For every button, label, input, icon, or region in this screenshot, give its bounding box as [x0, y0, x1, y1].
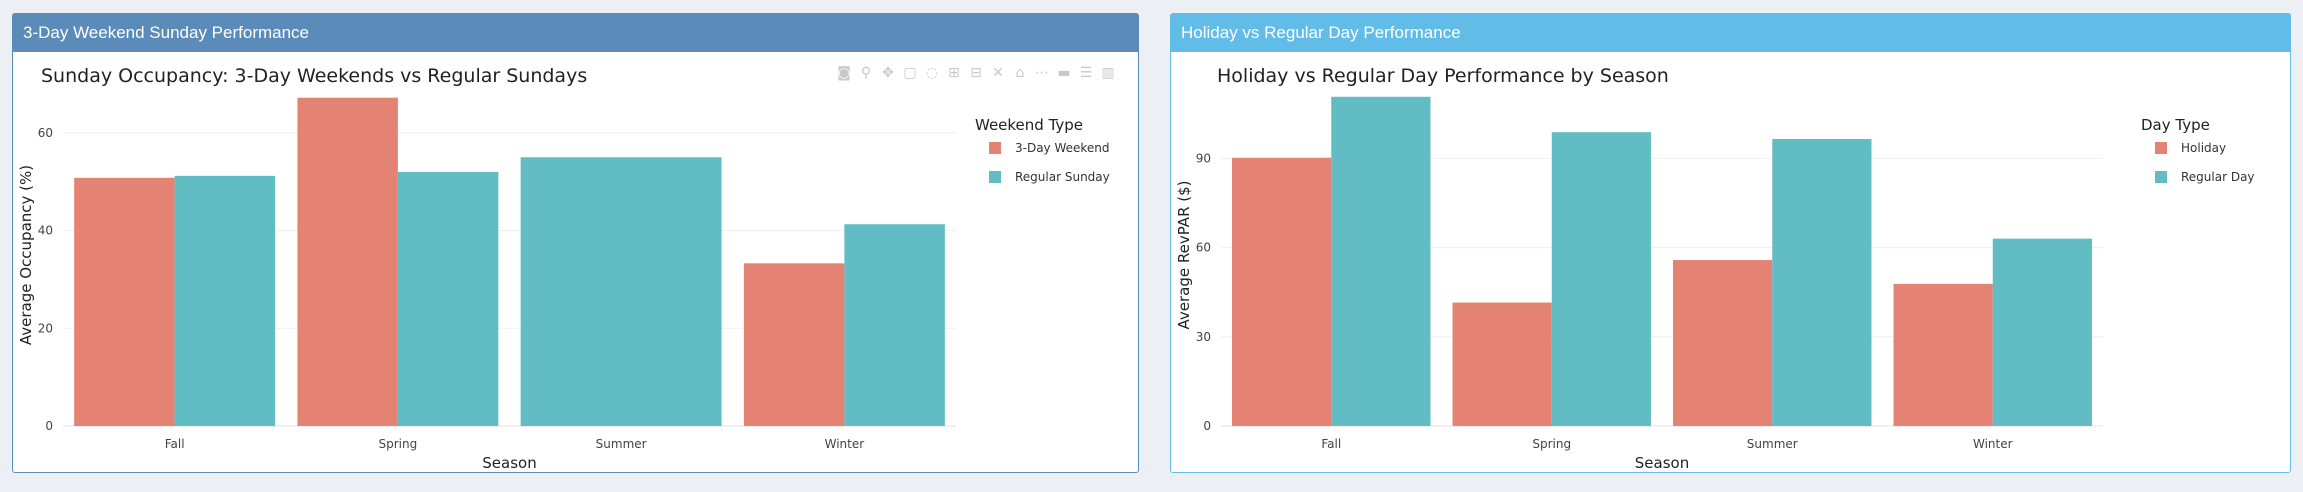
- occupancy-bar-chart: Sunday Occupancy: 3-Day Weekends vs Regu…: [17, 65, 1110, 472]
- legend-item: 3-Day Weekend: [1015, 141, 1110, 155]
- legend-swatch: [989, 142, 1001, 154]
- revpar-bar-chart: Holiday vs Regular Day Performance by Se…: [1175, 65, 2255, 472]
- bar-3-day-weekend-winter: [743, 263, 845, 426]
- bar-holiday-winter: [1893, 283, 1993, 426]
- spike-lines-icon[interactable]: ⋯: [1035, 65, 1049, 81]
- legend-title: Day Type: [2141, 116, 2210, 134]
- bar-3-day-weekend-fall: [74, 177, 175, 426]
- autoscale-icon[interactable]: ✕: [992, 65, 1004, 81]
- y-axis-title: Average RevPAR ($): [1175, 180, 1193, 329]
- x-tick-label: Summer: [1747, 437, 1798, 451]
- legend-swatch: [2155, 142, 2167, 154]
- bar-regular-sunday-summer: [520, 157, 722, 426]
- hover-closest-icon[interactable]: ▬: [1057, 65, 1071, 81]
- x-tick-label: Spring: [1532, 437, 1571, 451]
- legend-title: Weekend Type: [975, 116, 1083, 134]
- x-axis-title: Season: [482, 454, 536, 472]
- x-tick-label: Winter: [1973, 437, 2013, 451]
- legend-swatch: [2155, 171, 2167, 183]
- box-select-icon[interactable]: ▢: [903, 65, 917, 81]
- y-axis-title: Average Occupancy (%): [17, 165, 35, 345]
- y-tick-label: 0: [1203, 419, 1211, 433]
- bar-regular-sunday-spring: [397, 171, 499, 426]
- y-tick-label: 90: [1196, 151, 1211, 165]
- reset-axes-icon[interactable]: ⌂: [1015, 65, 1025, 81]
- panel-header: Holiday vs Regular Day Performance: [1171, 14, 2290, 52]
- zoom-in-icon[interactable]: ⊞: [948, 65, 960, 81]
- bar-3-day-weekend-spring: [297, 97, 398, 427]
- legend-swatch: [989, 171, 1001, 183]
- bar-holiday-summer: [1673, 260, 1773, 426]
- x-tick-label: Fall: [165, 437, 185, 451]
- bar-regular-sunday-fall: [174, 175, 276, 426]
- legend-item: Regular Day: [2181, 170, 2255, 184]
- plot-toolbar: ◙ ⚲ ✥ ▢ ◌ ⊞ ⊟ ✕ ⌂ ⋯ ▬ ☰ ▥: [836, 66, 1116, 80]
- y-tick-label: 30: [1196, 330, 1211, 344]
- camera-icon[interactable]: ◙: [837, 65, 851, 81]
- y-tick-label: 40: [38, 224, 53, 238]
- bar-holiday-fall: [1232, 157, 1332, 426]
- legend-item: Regular Sunday: [1015, 170, 1110, 184]
- x-tick-label: Winter: [825, 437, 865, 451]
- zoom-out-icon[interactable]: ⊟: [970, 65, 982, 81]
- pan-icon[interactable]: ✥: [882, 65, 894, 81]
- legend-item: Holiday: [2181, 141, 2226, 155]
- y-tick-label: 60: [1196, 241, 1211, 255]
- zoom-icon[interactable]: ⚲: [860, 65, 872, 81]
- bar-regular-day-winter: [1992, 238, 2092, 426]
- hover-compare-icon[interactable]: ☰: [1079, 65, 1093, 81]
- panel-header: 3-Day Weekend Sunday Performance: [13, 14, 1138, 52]
- x-tick-label: Fall: [1321, 437, 1341, 451]
- x-tick-label: Spring: [379, 437, 418, 451]
- chart-panel-revpar: Holiday vs Regular Day Performance Holid…: [1170, 13, 2291, 473]
- chart-panel-occupancy: 3-Day Weekend Sunday Performance ◙ ⚲ ✥ ▢…: [12, 13, 1139, 473]
- bar-regular-sunday-winter: [844, 224, 945, 426]
- y-tick-label: 0: [45, 419, 53, 433]
- bar-regular-day-fall: [1331, 96, 1431, 426]
- bar-regular-day-summer: [1772, 139, 1872, 426]
- chart-title: Sunday Occupancy: 3-Day Weekends vs Regu…: [41, 65, 587, 87]
- chart-title: Holiday vs Regular Day Performance by Se…: [1217, 65, 1669, 87]
- bar-regular-day-spring: [1551, 132, 1651, 426]
- lasso-icon[interactable]: ◌: [925, 65, 939, 81]
- y-tick-label: 20: [38, 321, 53, 335]
- x-axis-title: Season: [1635, 454, 1689, 472]
- y-tick-label: 60: [38, 126, 53, 140]
- plotly-logo-icon[interactable]: ▥: [1101, 65, 1115, 81]
- bar-holiday-spring: [1452, 302, 1552, 426]
- x-tick-label: Summer: [596, 437, 647, 451]
